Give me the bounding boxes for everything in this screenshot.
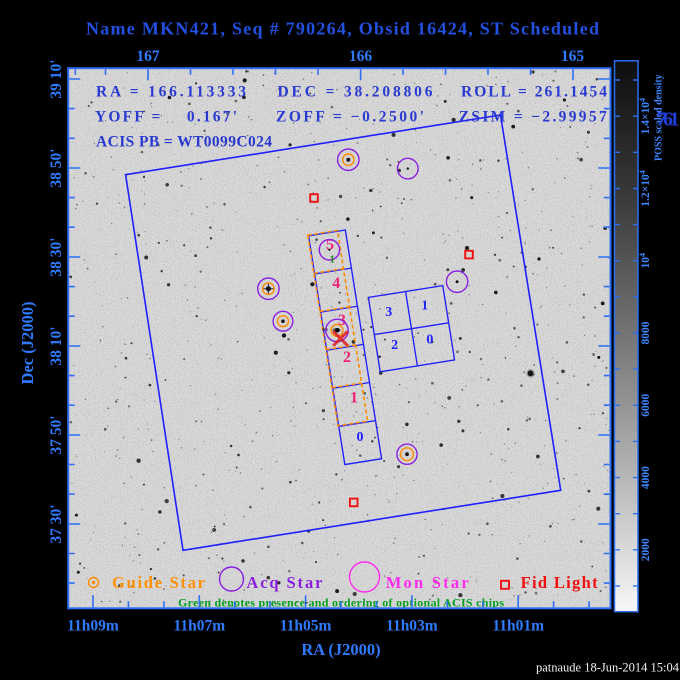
svg-text:1.2×104: 1.2×104 <box>638 170 652 206</box>
svg-text:1: 1 <box>350 390 358 407</box>
svg-text:8000: 8000 <box>640 321 652 344</box>
svg-text:11h03m: 11h03m <box>386 618 438 635</box>
svg-text:Name MKN421, Seq # 790264, Obs: Name MKN421, Seq # 790264, Obsid 16424, … <box>86 19 599 39</box>
svg-text:11h07m: 11h07m <box>173 618 225 635</box>
svg-text:Guide Star: Guide Star <box>112 573 205 592</box>
svg-text:RA (J2000): RA (J2000) <box>301 640 380 659</box>
svg-text:37 30': 37 30' <box>48 504 65 543</box>
svg-text:2: 2 <box>343 349 351 366</box>
svg-text:ROLL = 261.1454: ROLL = 261.1454 <box>461 84 607 101</box>
svg-text:5: 5 <box>326 236 334 253</box>
svg-text:166: 166 <box>349 48 373 65</box>
svg-text:165: 165 <box>561 48 585 65</box>
svg-text:39 10': 39 10' <box>48 59 65 98</box>
svg-text:ZSIM = −2.99957: ZSIM = −2.99957 <box>459 109 607 126</box>
svg-text:1: 1 <box>330 254 336 266</box>
svg-text:4000: 4000 <box>640 466 652 489</box>
svg-text:4: 4 <box>332 275 340 292</box>
svg-text:11h01m: 11h01m <box>492 618 544 635</box>
svg-text:DEC = 38.208806: DEC = 38.208806 <box>278 84 433 101</box>
svg-text:1.4×104: 1.4×104 <box>638 98 652 134</box>
svg-text:0: 0 <box>357 430 364 445</box>
svg-text:Acq Star: Acq Star <box>246 573 322 592</box>
svg-text:patnaude 18-Jun-2014 15:04: patnaude 18-Jun-2014 15:04 <box>536 661 680 675</box>
svg-text:761: 761 <box>657 108 680 130</box>
svg-text:Dec (J2000): Dec (J2000) <box>18 302 37 385</box>
svg-text:167: 167 <box>136 48 160 65</box>
svg-text:37 50': 37 50' <box>48 415 65 454</box>
svg-text:38 50': 38 50' <box>48 148 65 187</box>
svg-text:YOFF = 0.167': YOFF = 0.167' <box>95 109 237 126</box>
svg-text:11h09m: 11h09m <box>67 618 119 635</box>
svg-text:38 30': 38 30' <box>48 237 65 276</box>
svg-text:ACIS PB = WT0099C024: ACIS PB = WT0099C024 <box>96 134 272 151</box>
svg-text:RA = 166.113333: RA = 166.113333 <box>96 84 246 101</box>
svg-text:11h05m: 11h05m <box>280 618 332 635</box>
svg-text:2: 2 <box>391 338 398 353</box>
svg-text:POSS scaled density: POSS scaled density <box>654 74 665 161</box>
svg-text:1: 1 <box>421 299 428 314</box>
svg-text:Mon Star: Mon Star <box>386 573 469 592</box>
svg-text:3: 3 <box>385 305 392 320</box>
svg-text:ZOFF = −0.2500': ZOFF = −0.2500' <box>276 109 424 126</box>
svg-text:38 10': 38 10' <box>48 326 65 365</box>
svg-text:6000: 6000 <box>640 394 652 417</box>
svg-text:0: 0 <box>426 332 433 347</box>
svg-text:2000: 2000 <box>640 538 652 561</box>
svg-text:Fid Light: Fid Light <box>521 573 599 592</box>
